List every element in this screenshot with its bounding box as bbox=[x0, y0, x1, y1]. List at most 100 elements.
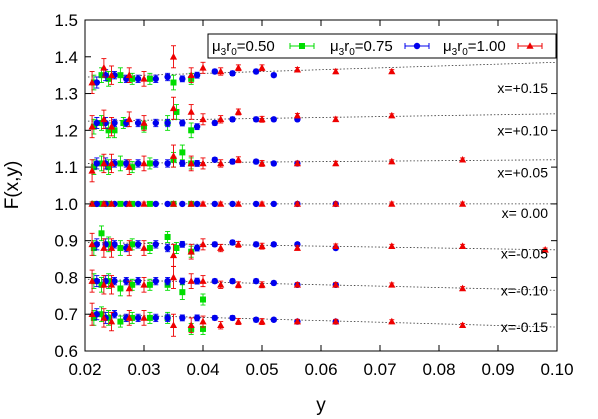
x-tick-label: 0.03 bbox=[127, 360, 160, 379]
data-point bbox=[98, 225, 105, 242]
data-point bbox=[229, 277, 236, 285]
data-marker bbox=[187, 200, 195, 207]
data-marker bbox=[146, 75, 153, 82]
data-marker bbox=[88, 122, 96, 130]
data-marker bbox=[388, 111, 396, 119]
data-marker bbox=[234, 317, 242, 325]
data-point bbox=[187, 155, 195, 172]
data-marker bbox=[164, 244, 171, 252]
data-marker bbox=[93, 79, 101, 86]
data-point bbox=[140, 240, 148, 256]
data-point bbox=[270, 279, 277, 287]
data-marker bbox=[105, 75, 112, 82]
data-marker bbox=[152, 200, 159, 208]
data-marker bbox=[217, 244, 225, 251]
data-point bbox=[258, 115, 266, 123]
data-marker bbox=[134, 277, 142, 285]
data-marker bbox=[193, 200, 201, 208]
data-marker bbox=[100, 159, 108, 167]
data-marker bbox=[459, 242, 467, 249]
legend-val-2: =0.75 bbox=[355, 38, 393, 55]
data-point bbox=[146, 157, 153, 170]
data-point bbox=[146, 200, 153, 207]
data-point bbox=[111, 118, 118, 128]
data-point bbox=[199, 61, 207, 74]
data-marker bbox=[193, 314, 201, 322]
data-marker bbox=[388, 200, 396, 207]
data-point bbox=[459, 200, 467, 207]
data-marker bbox=[88, 240, 96, 248]
data-marker bbox=[252, 158, 260, 165]
data-marker bbox=[164, 200, 171, 208]
data-marker bbox=[152, 160, 159, 167]
data-point bbox=[117, 200, 124, 207]
data-marker bbox=[332, 115, 340, 123]
data-point bbox=[107, 275, 116, 295]
data-marker bbox=[199, 240, 207, 248]
data-marker bbox=[134, 119, 142, 127]
data-marker bbox=[258, 115, 266, 123]
data-marker bbox=[169, 152, 178, 159]
data-point bbox=[111, 276, 118, 286]
data-marker bbox=[388, 157, 396, 165]
data-marker bbox=[541, 246, 549, 253]
data-marker bbox=[199, 317, 207, 325]
data-point bbox=[93, 308, 101, 321]
data-point bbox=[170, 74, 177, 91]
data-marker bbox=[217, 281, 225, 288]
data-marker bbox=[107, 71, 116, 78]
data-marker bbox=[134, 200, 142, 208]
data-marker bbox=[459, 321, 467, 329]
data-marker bbox=[100, 115, 108, 123]
data-marker bbox=[459, 155, 467, 163]
data-point bbox=[332, 281, 340, 288]
legend-r-2: r bbox=[344, 38, 349, 55]
data-marker bbox=[93, 160, 101, 167]
data-marker bbox=[129, 241, 136, 248]
data-point bbox=[140, 310, 148, 326]
data-marker bbox=[111, 277, 118, 285]
data-marker bbox=[388, 242, 396, 249]
data-point bbox=[234, 317, 242, 325]
reference-line-5 bbox=[87, 242, 558, 251]
data-marker bbox=[179, 119, 186, 127]
curve-label: x=-0.15 bbox=[501, 319, 548, 335]
data-marker bbox=[146, 200, 153, 207]
data-marker bbox=[125, 200, 133, 207]
data-point bbox=[211, 68, 218, 75]
data-marker bbox=[211, 119, 218, 127]
data-marker bbox=[217, 67, 225, 75]
curve-label: x=-0.10 bbox=[501, 282, 548, 298]
data-point bbox=[107, 200, 116, 207]
data-point bbox=[93, 76, 101, 89]
data-point bbox=[459, 284, 467, 292]
data-marker bbox=[90, 245, 97, 252]
data-marker bbox=[100, 64, 108, 71]
data-marker bbox=[134, 160, 142, 167]
data-point bbox=[107, 238, 116, 258]
data-point bbox=[188, 122, 195, 139]
data-point bbox=[100, 153, 108, 174]
data-marker bbox=[199, 115, 207, 123]
y-tick-label: 1.3 bbox=[54, 85, 78, 104]
data-marker bbox=[98, 72, 105, 79]
curve-labels: x=+0.15 x=+0.10 x=+0.05 x= 0.00 x=-0.05 x=-0.… bbox=[497, 80, 548, 335]
data-point bbox=[100, 238, 108, 258]
data-marker bbox=[140, 314, 148, 321]
data-marker bbox=[140, 281, 148, 288]
data-marker bbox=[270, 160, 277, 167]
data-point bbox=[252, 158, 260, 165]
data-point bbox=[229, 70, 236, 77]
data-point bbox=[179, 119, 186, 127]
data-point bbox=[100, 200, 108, 207]
data-point bbox=[258, 200, 266, 207]
data-point bbox=[164, 159, 171, 168]
data-marker bbox=[117, 200, 124, 207]
data-point bbox=[107, 311, 116, 332]
data-point bbox=[193, 277, 201, 285]
data-point bbox=[541, 246, 549, 253]
data-point bbox=[258, 242, 266, 250]
data-marker bbox=[199, 200, 207, 207]
legend-sample-marker bbox=[526, 42, 534, 49]
